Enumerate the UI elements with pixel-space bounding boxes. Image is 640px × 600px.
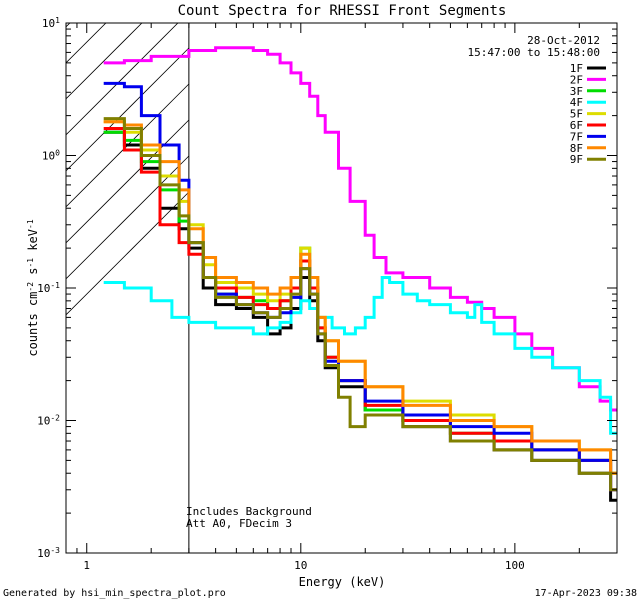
- series-line-7F: [103, 81, 617, 492]
- y-tick-label: 10-2: [37, 413, 60, 428]
- y-label-part: counts cm: [26, 292, 40, 357]
- legend-label: 1F: [570, 62, 583, 75]
- legend-label: 7F: [570, 130, 583, 143]
- hatch-line: [66, 191, 190, 316]
- footer-timestamp: 17-Apr-2023 09:38: [535, 588, 637, 599]
- series-line-8F: [103, 120, 617, 475]
- x-tick-label: 10: [294, 559, 307, 572]
- legend-label: 8F: [570, 142, 583, 155]
- legend-label: 4F: [570, 96, 583, 109]
- x-tick-label: 100: [505, 559, 525, 572]
- x-axis-label: Energy (keV): [299, 575, 386, 589]
- series-line-4F: [103, 276, 617, 435]
- series-line-6F: [103, 127, 617, 492]
- attenuator-hatched-region: [66, 23, 190, 316]
- y-tick-label: 10-1: [37, 281, 60, 296]
- footer-generated-by: Generated by hsi_min_spectra_plot.pro: [3, 588, 226, 599]
- x-axis: 1 10 100: [65, 23, 618, 572]
- hatch-line: [66, 23, 179, 136]
- y-label-sup: -2: [26, 282, 35, 292]
- x-tick-label: 1: [83, 559, 90, 572]
- hatch-line: [66, 23, 107, 64]
- series-line-2F: [103, 46, 617, 412]
- hatch-line: [66, 23, 143, 100]
- y-axis-label: counts cm-2 s-1 keV-1: [26, 219, 41, 356]
- chart-title: Count Spectra for RHESSI Front Segments: [178, 3, 507, 19]
- date-label: 28-Oct-2012: [527, 34, 600, 47]
- series-line-9F: [103, 117, 617, 492]
- legend-label: 6F: [570, 119, 583, 132]
- legend-label: 5F: [570, 108, 583, 121]
- legend-label: 3F: [570, 85, 583, 98]
- hatch-line: [66, 119, 190, 244]
- y-label-sup: -1: [26, 258, 35, 268]
- legend-label: 2F: [570, 73, 583, 86]
- y-label-part: keV: [26, 229, 40, 258]
- y-label-sup: -1: [26, 219, 35, 229]
- legend-label: 9F: [570, 153, 583, 166]
- y-axis: 10-3 10-2 10-1 100 101: [37, 16, 617, 561]
- time-range-label: 15:47:00 to 15:48:00: [468, 46, 600, 59]
- hatch-line: [66, 47, 190, 172]
- y-tick-label: 100: [42, 148, 60, 163]
- y-label-part: s: [26, 268, 40, 282]
- y-tick-label: 10-3: [37, 546, 60, 561]
- series-lines: [103, 46, 617, 502]
- y-tick-label: 101: [42, 16, 60, 31]
- annotation-background: Includes Background: [186, 505, 312, 518]
- annotation-attenuator: Att A0, FDecim 3: [186, 517, 292, 530]
